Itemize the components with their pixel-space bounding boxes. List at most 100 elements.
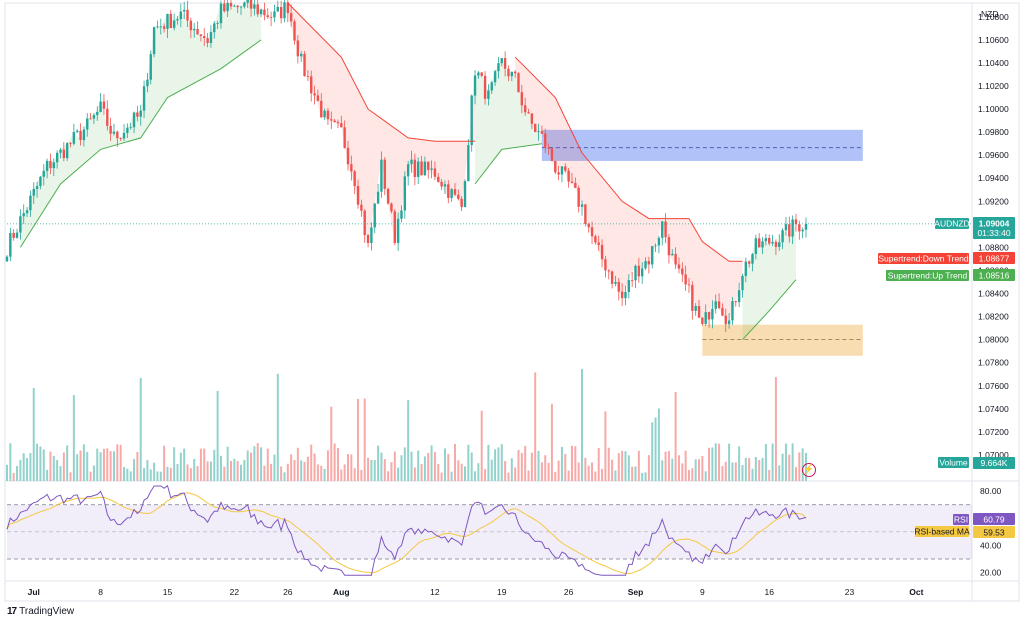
candle-body[interactable] — [513, 71, 517, 74]
candle-body[interactable] — [604, 259, 607, 271]
candle-body[interactable] — [727, 320, 731, 325]
candle-body[interactable] — [771, 241, 774, 244]
candle-body[interactable] — [674, 253, 677, 265]
candle-body[interactable] — [564, 166, 567, 171]
candle-body[interactable] — [691, 285, 694, 311]
candle-body[interactable] — [597, 242, 600, 245]
candle-body[interactable] — [65, 143, 69, 159]
candle-body[interactable] — [199, 34, 203, 37]
candle-body[interactable] — [637, 265, 641, 277]
candle-body[interactable] — [323, 110, 326, 118]
candle-body[interactable] — [316, 95, 320, 101]
tradingview-brand[interactable]: 17 TradingView — [7, 606, 74, 617]
candle-body[interactable] — [169, 13, 173, 28]
candle-body[interactable] — [447, 184, 450, 199]
candle-body[interactable] — [463, 181, 467, 208]
candle-body[interactable] — [550, 148, 554, 161]
candle-body[interactable] — [22, 213, 25, 217]
candle-body[interactable] — [697, 305, 701, 318]
candle-body[interactable] — [490, 82, 493, 91]
candle-body[interactable] — [340, 123, 343, 128]
candle-body[interactable] — [219, 3, 223, 24]
candle-body[interactable] — [313, 93, 316, 96]
candle-body[interactable] — [804, 223, 808, 230]
candle-body[interactable] — [644, 261, 647, 269]
candle-body[interactable] — [487, 90, 490, 99]
candle-body[interactable] — [243, 2, 246, 7]
candle-body[interactable] — [346, 147, 350, 165]
candle-body[interactable] — [35, 186, 39, 189]
candle-body[interactable] — [152, 27, 156, 55]
candle-body[interactable] — [336, 122, 340, 124]
candle-body[interactable] — [774, 241, 778, 247]
candle-body[interactable] — [590, 227, 594, 237]
candle-body[interactable] — [256, 4, 259, 15]
candle-body[interactable] — [259, 9, 263, 15]
candle-body[interactable] — [580, 204, 584, 207]
candle-body[interactable] — [480, 72, 483, 76]
candle-body[interactable] — [246, 0, 249, 3]
candle-body[interactable] — [791, 219, 794, 237]
candle-body[interactable] — [233, 5, 236, 7]
candle-body[interactable] — [55, 152, 59, 163]
candle-body[interactable] — [370, 227, 373, 243]
candle-body[interactable] — [72, 132, 76, 144]
candle-body[interactable] — [396, 218, 400, 243]
candle-body[interactable] — [390, 203, 393, 212]
candle-body[interactable] — [209, 32, 213, 43]
candle-body[interactable] — [32, 188, 35, 196]
candle-body[interactable] — [731, 301, 734, 321]
candle-body[interactable] — [289, 13, 293, 22]
candle-body[interactable] — [132, 112, 136, 128]
candle-body[interactable] — [343, 127, 346, 148]
candle-body[interactable] — [386, 188, 390, 204]
candle-body[interactable] — [86, 118, 89, 130]
candle-body[interactable] — [503, 58, 507, 69]
candle-body[interactable] — [403, 176, 407, 211]
candle-body[interactable] — [15, 232, 19, 238]
candle-body[interactable] — [149, 54, 152, 80]
candle-body[interactable] — [92, 115, 96, 119]
candle-body[interactable] — [5, 256, 9, 262]
candle-body[interactable] — [681, 268, 684, 275]
candle-body[interactable] — [9, 232, 12, 257]
candle-body[interactable] — [82, 129, 86, 141]
candle-body[interactable] — [610, 271, 614, 284]
candle-body[interactable] — [330, 119, 333, 121]
candle-body[interactable] — [647, 261, 651, 265]
candle-body[interactable] — [677, 264, 681, 269]
candle-body[interactable] — [62, 149, 66, 159]
candle-body[interactable] — [547, 148, 550, 149]
candle-body[interactable] — [657, 237, 661, 246]
candle-body[interactable] — [437, 176, 440, 182]
candle-body[interactable] — [707, 312, 711, 320]
candle-body[interactable] — [781, 230, 784, 243]
candle-body[interactable] — [694, 305, 697, 311]
candle-body[interactable] — [778, 242, 781, 247]
candle-body[interactable] — [567, 170, 570, 182]
candle-body[interactable] — [614, 281, 617, 284]
candle-body[interactable] — [162, 26, 166, 29]
candle-body[interactable] — [570, 181, 574, 183]
candle-body[interactable] — [664, 221, 667, 238]
candle-body[interactable] — [410, 159, 413, 165]
candle-body[interactable] — [534, 123, 537, 132]
candle-body[interactable] — [189, 20, 193, 31]
candle-body[interactable] — [226, 2, 229, 12]
candle-body[interactable] — [380, 159, 383, 192]
candle-body[interactable] — [196, 28, 199, 35]
candle-body[interactable] — [106, 108, 109, 126]
candle-body[interactable] — [413, 159, 417, 177]
candle-body[interactable] — [176, 19, 179, 21]
candle-body[interactable] — [453, 189, 457, 195]
candle-body[interactable] — [253, 4, 256, 9]
lightning-icon[interactable]: ⚡ — [802, 463, 816, 477]
candle-body[interactable] — [283, 2, 286, 19]
candle-body[interactable] — [714, 301, 717, 309]
candle-body[interactable] — [627, 280, 631, 292]
candle-body[interactable] — [96, 111, 99, 116]
candle-body[interactable] — [554, 160, 557, 173]
candle-body[interactable] — [363, 210, 366, 236]
candle-body[interactable] — [126, 127, 129, 133]
candle-body[interactable] — [406, 164, 410, 177]
